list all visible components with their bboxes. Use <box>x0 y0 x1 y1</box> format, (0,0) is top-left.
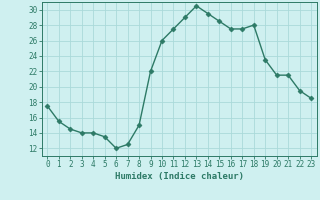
X-axis label: Humidex (Indice chaleur): Humidex (Indice chaleur) <box>115 172 244 181</box>
